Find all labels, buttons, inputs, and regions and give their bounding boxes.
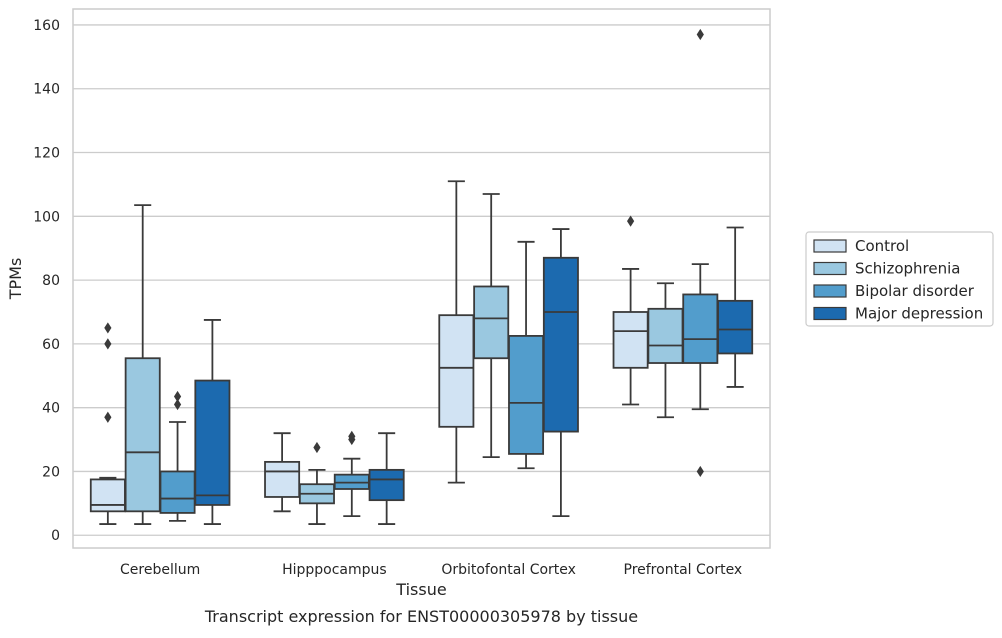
outlier-point	[348, 430, 356, 442]
y-tick-label: 140	[33, 82, 60, 98]
legend-swatch	[813, 239, 847, 253]
box-hipppocampus	[264, 432, 301, 513]
box-prefrontal-cortex	[682, 28, 719, 478]
plot-frame	[72, 8, 771, 549]
box-hipppocampus	[333, 430, 370, 518]
legend-swatch	[813, 284, 847, 298]
y-tick-label: 40	[42, 401, 60, 417]
box-series	[89, 28, 754, 525]
legend-item: Bipolar disorder	[813, 282, 975, 300]
box-orbitofontal-cortex	[473, 193, 510, 459]
x-axis-ticks: Cerebellum Hipppocampus Orbitofontal Corte…	[120, 562, 742, 578]
legend: Control Schizophrenia Bipolar disorder Majo…	[805, 231, 994, 327]
series-major-depression	[194, 226, 754, 525]
series-control	[89, 180, 649, 525]
box-iqr	[438, 314, 475, 428]
box-cerebellum	[159, 390, 196, 522]
box-orbitofontal-cortex	[508, 240, 545, 470]
series-schizophrenia	[124, 193, 684, 525]
y-tick-label: 0	[51, 528, 60, 544]
outlier-point	[104, 322, 112, 334]
box-iqr	[682, 293, 719, 364]
box-prefrontal-cortex	[647, 282, 684, 419]
y-tick-label: 20	[42, 464, 60, 480]
y-tick-label: 80	[42, 273, 60, 289]
box-hipppocampus	[368, 432, 405, 525]
box-iqr	[647, 307, 684, 364]
y-axis-label: TPMs	[6, 258, 25, 301]
box-orbitofontal-cortex	[542, 228, 579, 518]
outlier-point	[173, 398, 182, 411]
legend-label: Control	[855, 237, 909, 255]
box-iqr	[368, 468, 405, 502]
box-iqr	[159, 470, 196, 514]
y-tick-label: 60	[42, 337, 60, 353]
box-iqr	[124, 357, 161, 513]
outlier-point	[173, 390, 182, 403]
legend-item: Schizophrenia	[813, 260, 960, 278]
box-hipppocampus	[298, 441, 335, 525]
y-tick-label: 160	[33, 18, 60, 34]
legend-swatch	[813, 261, 847, 276]
legend-label: Major depression	[855, 305, 983, 323]
legend-swatch	[813, 306, 847, 321]
gridlines	[73, 24, 770, 536]
legend-item: Major depression	[813, 305, 983, 323]
x-axis-label: Tissue	[395, 580, 446, 599]
legend-label: Schizophrenia	[855, 260, 960, 278]
outlier-point	[104, 338, 112, 350]
box-iqr	[473, 285, 510, 360]
outlier-point	[104, 411, 112, 423]
x-tick-label: Prefrontal Cortex	[624, 562, 743, 578]
box-prefrontal-cortex	[717, 226, 754, 388]
box-iqr	[194, 379, 231, 506]
box-iqr	[89, 478, 126, 513]
box-iqr	[717, 299, 754, 355]
box-iqr	[612, 311, 649, 369]
outlier-point	[313, 441, 321, 454]
legend-frame	[805, 231, 994, 327]
box-orbitofontal-cortex	[438, 180, 475, 484]
outlier-point	[627, 215, 635, 227]
y-tick-label: 120	[33, 146, 60, 162]
legend-item: Control	[813, 237, 909, 255]
outlier-point	[696, 465, 704, 478]
y-axis-ticks: 0 20 40 60 80 100 120 140 160	[33, 18, 60, 544]
x-tick-label: Orbitofontal Cortex	[441, 562, 576, 578]
x-tick-label: Cerebellum	[120, 562, 200, 578]
box-cerebellum	[124, 204, 161, 525]
box-prefrontal-cortex	[612, 215, 649, 406]
box-cerebellum	[194, 319, 231, 525]
box-iqr	[264, 460, 301, 498]
legend-label: Bipolar disorder	[855, 282, 975, 300]
outlier-point	[696, 28, 704, 41]
box-iqr	[508, 335, 545, 455]
x-tick-label: Hipppocampus	[282, 562, 387, 578]
y-tick-label: 100	[33, 209, 60, 225]
chart-caption: Transcript expression for ENST0000030597…	[204, 607, 638, 626]
series-bipolar-disorder	[159, 28, 719, 522]
box-iqr	[542, 256, 579, 433]
